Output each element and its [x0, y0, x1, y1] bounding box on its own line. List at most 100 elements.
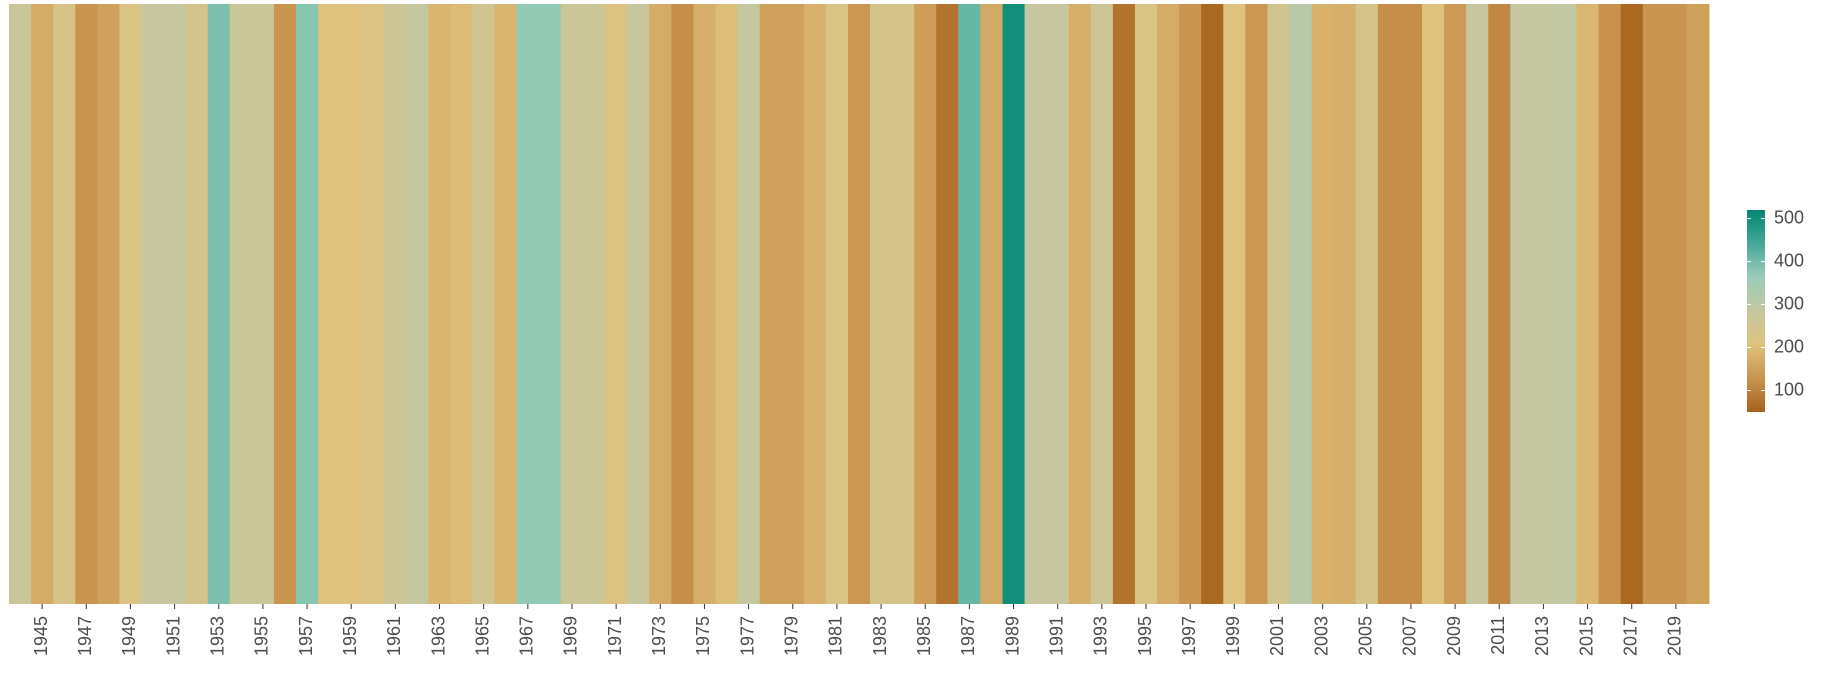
stripe	[163, 4, 187, 604]
stripe	[1134, 4, 1158, 604]
x-tick-label: 1969	[561, 616, 581, 656]
stripe	[914, 4, 937, 604]
stripe	[1620, 4, 1644, 604]
stripe	[1444, 4, 1467, 604]
stripe	[53, 4, 76, 604]
stripe	[406, 4, 429, 604]
x-tick-label: 2011	[1488, 616, 1508, 655]
stripe	[97, 4, 120, 604]
x-tick-label: 1999	[1223, 616, 1243, 656]
stripe	[958, 4, 981, 604]
stripe	[1267, 4, 1291, 604]
x-tick-label: 2013	[1532, 616, 1552, 656]
x-tick-label: 2003	[1311, 616, 1331, 656]
x-tick-label: 1953	[207, 616, 227, 656]
stripe	[318, 4, 341, 604]
stripe	[1157, 4, 1180, 604]
stripe	[273, 4, 297, 604]
x-tick-label: 1945	[31, 616, 51, 656]
stripe	[1245, 4, 1268, 604]
x-tick-label: 1967	[517, 616, 537, 656]
x-tick-label: 2007	[1400, 616, 1420, 656]
x-tick-label: 1955	[252, 616, 272, 656]
stripe	[1333, 4, 1357, 604]
x-tick-label: 1981	[826, 616, 846, 656]
stripe	[31, 4, 54, 604]
stripe	[1002, 4, 1026, 604]
stripe	[1024, 4, 1048, 604]
stripe	[1090, 4, 1114, 604]
stripe	[759, 4, 783, 604]
colorbar-label: 200	[1774, 336, 1804, 356]
x-tick-label: 1961	[384, 616, 404, 656]
stripe	[693, 4, 716, 604]
colorbar-label: 300	[1774, 293, 1804, 313]
x-tick-label: 1987	[958, 616, 978, 656]
x-tick-label: 2005	[1356, 616, 1376, 656]
stripe	[428, 4, 452, 604]
x-tick-label: 1949	[119, 616, 139, 656]
stripe	[936, 4, 959, 604]
x-tick-label: 1973	[649, 616, 669, 656]
stripe	[1554, 4, 1578, 604]
x-tick-label: 2001	[1267, 616, 1287, 656]
stripe	[870, 4, 893, 604]
stripe	[803, 4, 827, 604]
stripe	[671, 4, 694, 604]
stripe	[472, 4, 496, 604]
stripe	[1289, 4, 1313, 604]
stripe	[1686, 4, 1710, 604]
stripe	[1377, 4, 1401, 604]
x-tick-label: 1983	[870, 616, 890, 656]
stripe	[825, 4, 849, 604]
x-tick-label: 1951	[163, 616, 183, 656]
stripe	[847, 4, 871, 604]
x-tick-label: 2015	[1576, 616, 1596, 656]
stripe	[1223, 4, 1246, 604]
stripe	[1510, 4, 1533, 604]
x-tick-label: 1959	[340, 616, 360, 656]
x-tick-label: 1997	[1179, 616, 1199, 656]
stripe	[450, 4, 474, 604]
x-tick-label: 1989	[1002, 616, 1022, 656]
stripe	[583, 4, 606, 604]
stripe	[1576, 4, 1600, 604]
stripe	[649, 4, 672, 604]
x-tick-label: 1993	[1091, 616, 1111, 656]
stripe	[1421, 4, 1445, 604]
stripe	[538, 4, 562, 604]
x-tick-label: 1975	[693, 616, 713, 656]
stripe	[229, 4, 253, 604]
x-tick-label: 1963	[428, 616, 448, 656]
stripe	[1355, 4, 1379, 604]
stripe	[560, 4, 584, 604]
stripe	[185, 4, 209, 604]
x-tick-label: 1977	[737, 616, 757, 656]
stripe	[1068, 4, 1092, 604]
x-tick-label: 1971	[605, 616, 625, 656]
stripe	[362, 4, 385, 604]
x-tick-label: 1947	[75, 616, 95, 656]
stripe	[1664, 4, 1688, 604]
stripe	[384, 4, 407, 604]
x-tick-label: 1979	[782, 616, 802, 656]
stripe	[980, 4, 1004, 604]
colorbar	[1747, 210, 1765, 412]
stripe	[737, 4, 761, 604]
colorbar-label: 100	[1774, 379, 1804, 399]
stripe	[119, 4, 142, 604]
x-tick-label: 2009	[1444, 616, 1464, 656]
stripe	[892, 4, 915, 604]
stripe	[1046, 4, 1070, 604]
stripe	[1399, 4, 1423, 604]
stripe	[781, 4, 805, 604]
colorbar-label: 500	[1774, 207, 1804, 227]
stripe	[1532, 4, 1555, 604]
x-tick-label: 2019	[1665, 616, 1685, 656]
stripe	[296, 4, 319, 604]
colorbar-label: 400	[1774, 250, 1804, 270]
x-tick-label: 1995	[1135, 616, 1155, 656]
stripe	[605, 4, 628, 604]
stripe	[1642, 4, 1666, 604]
